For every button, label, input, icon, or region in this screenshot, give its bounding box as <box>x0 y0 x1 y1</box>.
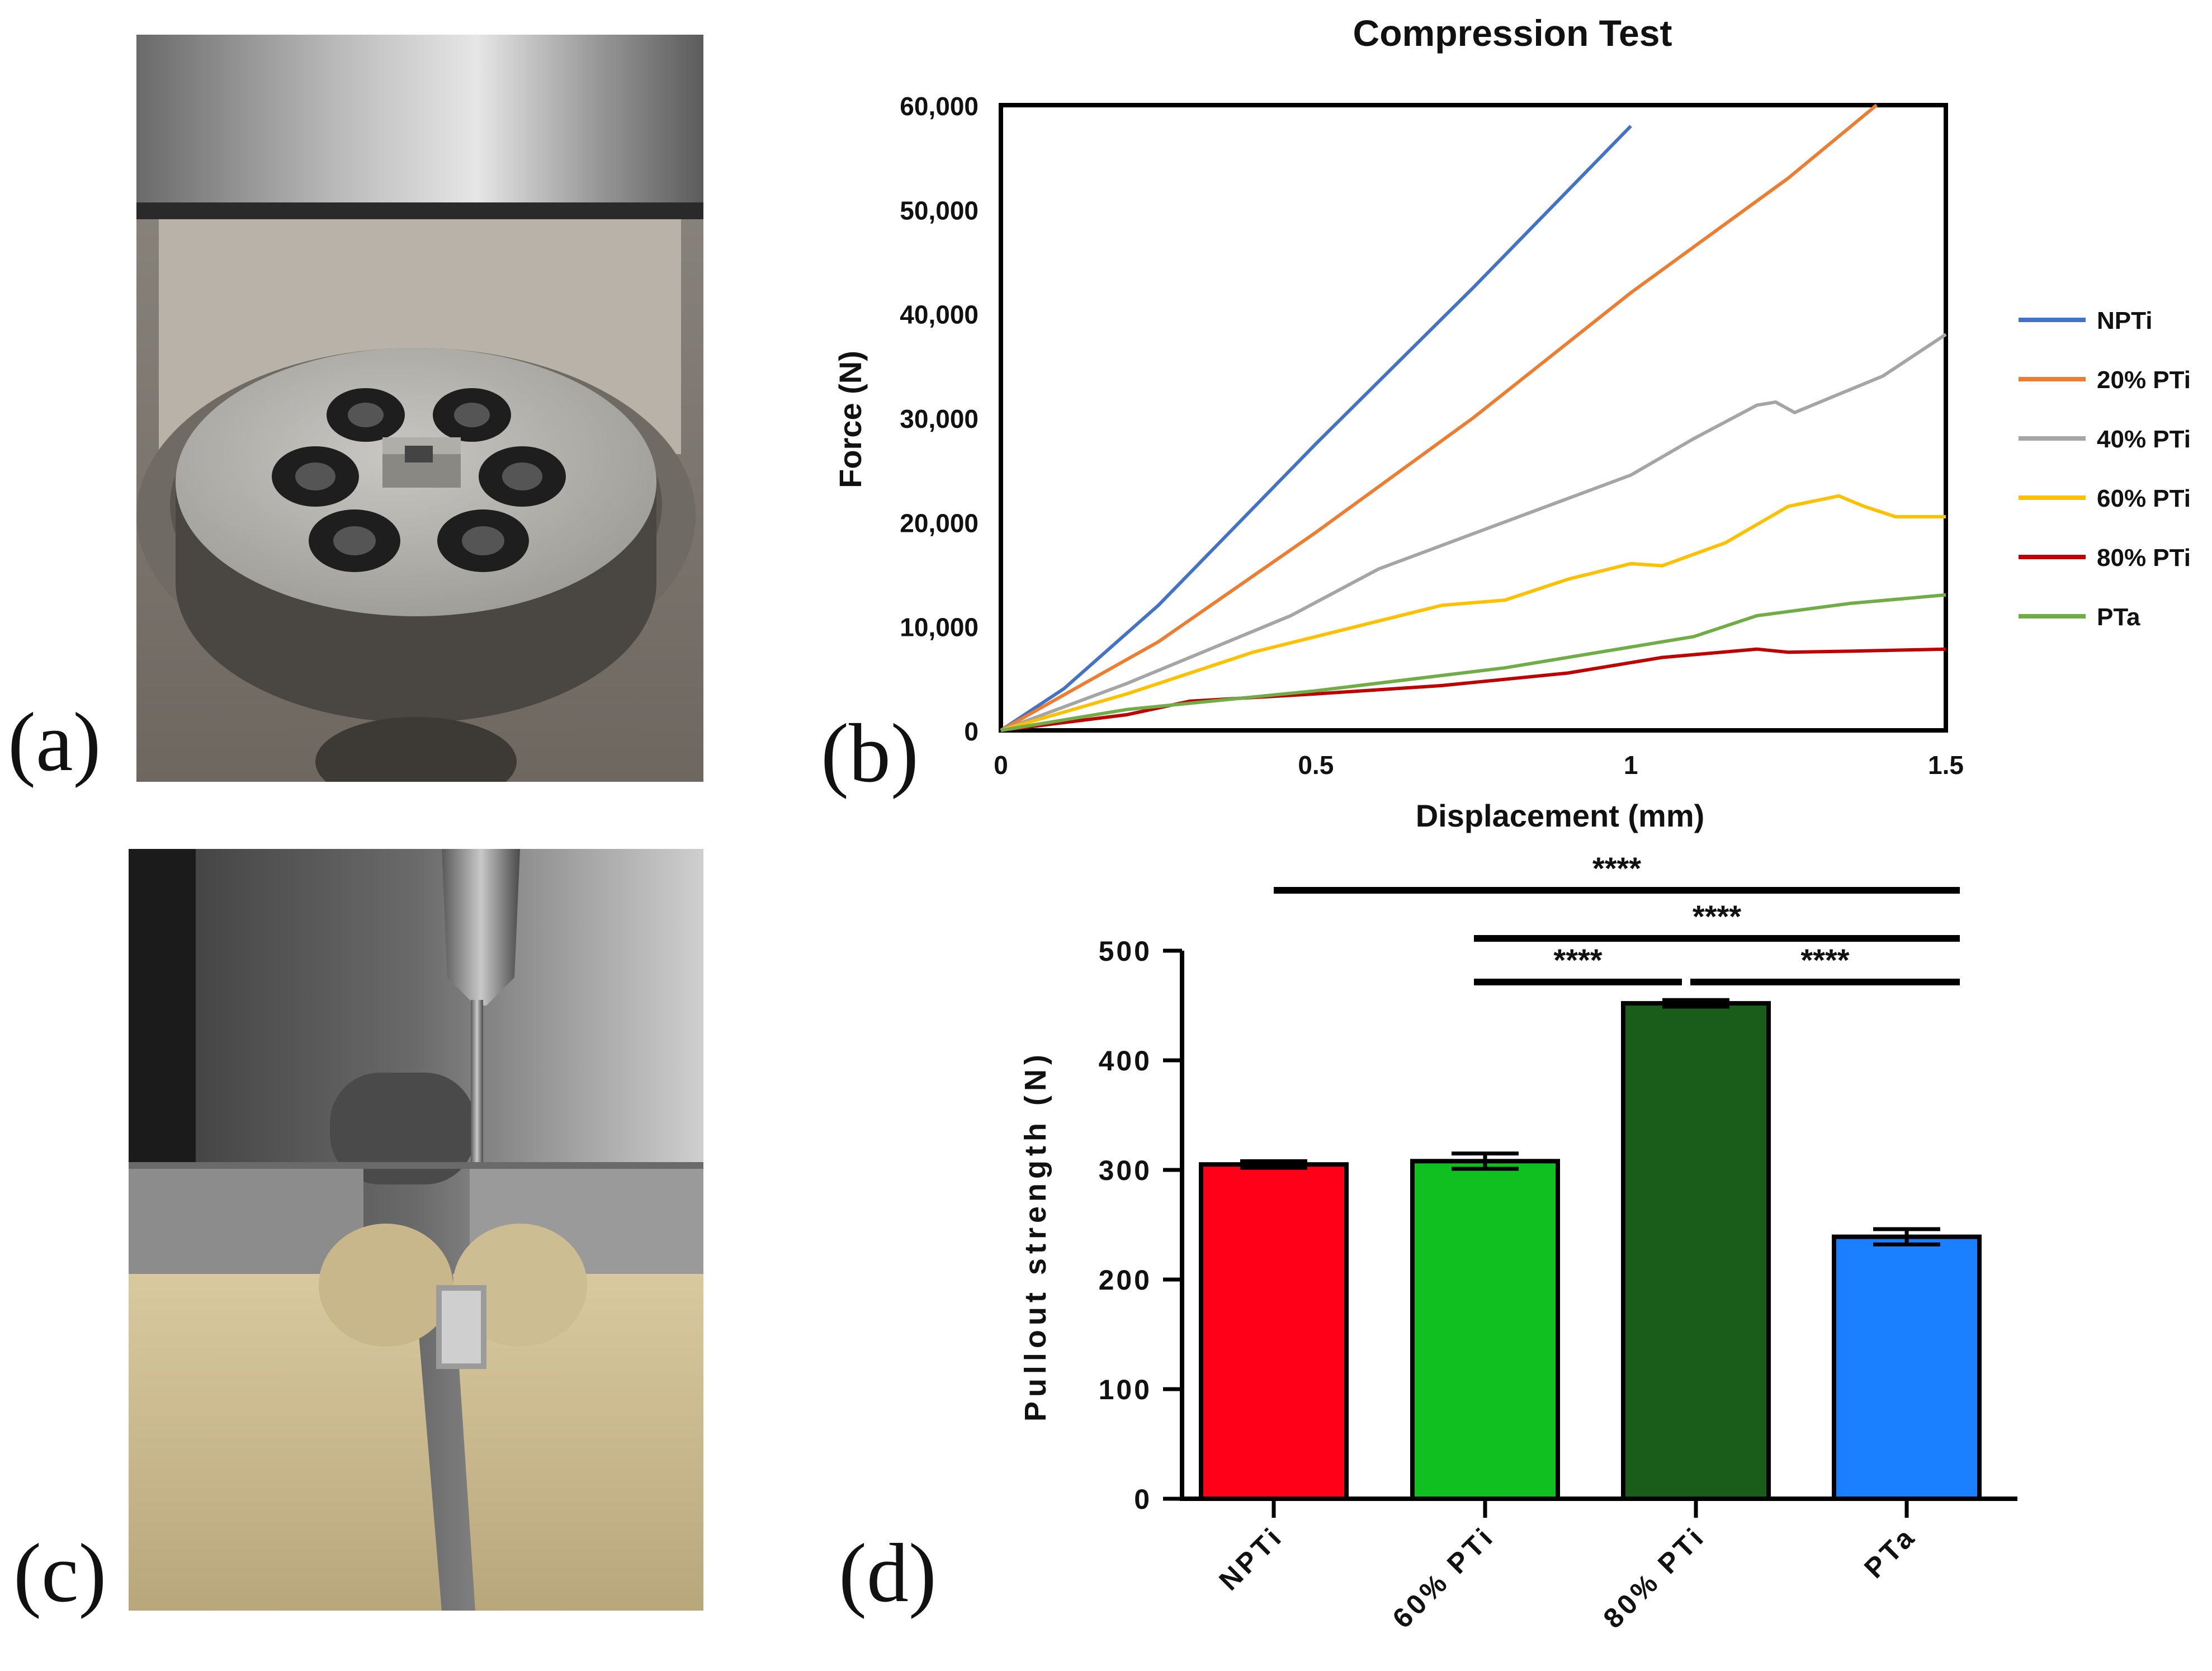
legend-entry: 20% PTi <box>2019 366 2191 394</box>
error-bar-npti <box>1240 1159 1307 1170</box>
legend-label: 60% PTi <box>2097 485 2191 512</box>
significance-bracket: **** <box>1474 899 1960 942</box>
x-tick-label: 80% PTi <box>1597 1520 1712 1634</box>
bar-80-pti <box>1621 1001 1771 1501</box>
series-line-pta <box>1000 593 1946 732</box>
y-tick-label: 40,000 <box>900 300 979 329</box>
significance-label: **** <box>1800 942 1849 978</box>
y-tick-label: 0 <box>964 717 979 746</box>
legend-entry: 40% PTi <box>2019 426 2191 453</box>
legend-label: 80% PTi <box>2097 544 2191 572</box>
error-bar-pta <box>1873 1227 1940 1247</box>
y-tick-label: 0 <box>1134 1484 1152 1515</box>
y-axis-label: Pullout strength (N) <box>1019 1050 1052 1422</box>
y-tick-label: 500 <box>1099 936 1152 967</box>
y-tick-label: 200 <box>1099 1264 1152 1296</box>
y-tick-label: 30,000 <box>900 404 979 433</box>
x-tick-label: 60% PTi <box>1387 1520 1501 1634</box>
legend-entry: 80% PTi <box>2019 544 2191 572</box>
legend-label: 20% PTi <box>2097 366 2191 394</box>
y-tick-label: 10,000 <box>900 613 979 642</box>
x-tick-label: 1 <box>1624 750 1638 780</box>
error-bar-80-pti <box>1662 998 1729 1009</box>
legend-entry: PTa <box>2019 603 2140 631</box>
error-bar-60-pti <box>1452 1151 1519 1171</box>
panel-label-b: (b) <box>821 707 919 800</box>
y-axis-label: Force (N) <box>833 351 868 488</box>
significance-label: **** <box>1693 899 1741 934</box>
legend-label: PTa <box>2097 603 2140 631</box>
series-line-60-pti <box>1000 494 1946 732</box>
y-tick-label: 100 <box>1099 1374 1152 1405</box>
x-tick-label: NPTi <box>1213 1520 1289 1596</box>
x-tick-label: 1.5 <box>1928 750 1964 780</box>
x-tick-label: 0.5 <box>1298 750 1334 780</box>
significance-label: **** <box>1553 942 1602 978</box>
series-line-40-pti <box>1000 333 1947 732</box>
chart-title: Compression Test <box>1353 12 1672 54</box>
series-line-20-pti <box>1000 103 1878 732</box>
compression-fixture-photo <box>136 35 703 782</box>
bar-60-pti <box>1410 1159 1560 1501</box>
panel-label-d: (d) <box>839 1527 937 1620</box>
legend-label: NPTi <box>2097 307 2152 334</box>
y-tick-label: 60,000 <box>900 92 979 121</box>
compression-test-chart: Compression Test 0 10,000 20,000 30,000 40,0… <box>833 12 2191 833</box>
y-tick-label: 20,000 <box>900 508 979 537</box>
significance-label: **** <box>1592 851 1641 886</box>
legend-entry: 60% PTi <box>2019 485 2191 512</box>
panel-label-a: (a) <box>8 696 101 789</box>
y-tick-label: 400 <box>1099 1045 1152 1077</box>
series-line-npti <box>1000 125 1632 732</box>
x-tick-label: 0 <box>994 750 1008 780</box>
plot-frame <box>999 103 1948 733</box>
pullout-strength-chart: **** **** **** **** 0 100 200 300 400 500 NPTi 60… <box>1019 851 2017 1634</box>
bar-pta <box>1832 1234 1982 1501</box>
y-tick-label: 50,000 <box>900 196 979 225</box>
significance-bracket: **** <box>1274 851 1960 894</box>
x-axis-label: Displacement (mm) <box>1416 798 1705 833</box>
pullout-fixture-photo <box>129 849 703 1611</box>
y-tick-label: 300 <box>1099 1155 1152 1186</box>
x-tick-label: PTa <box>1858 1520 1922 1584</box>
bar-npti <box>1199 1162 1349 1501</box>
legend-entry: NPTi <box>2019 307 2152 334</box>
significance-bracket: **** <box>1474 942 1682 985</box>
significance-bracket: **** <box>1690 942 1960 985</box>
panel-label-c: (c) <box>13 1527 107 1620</box>
legend-label: 40% PTi <box>2097 426 2191 453</box>
